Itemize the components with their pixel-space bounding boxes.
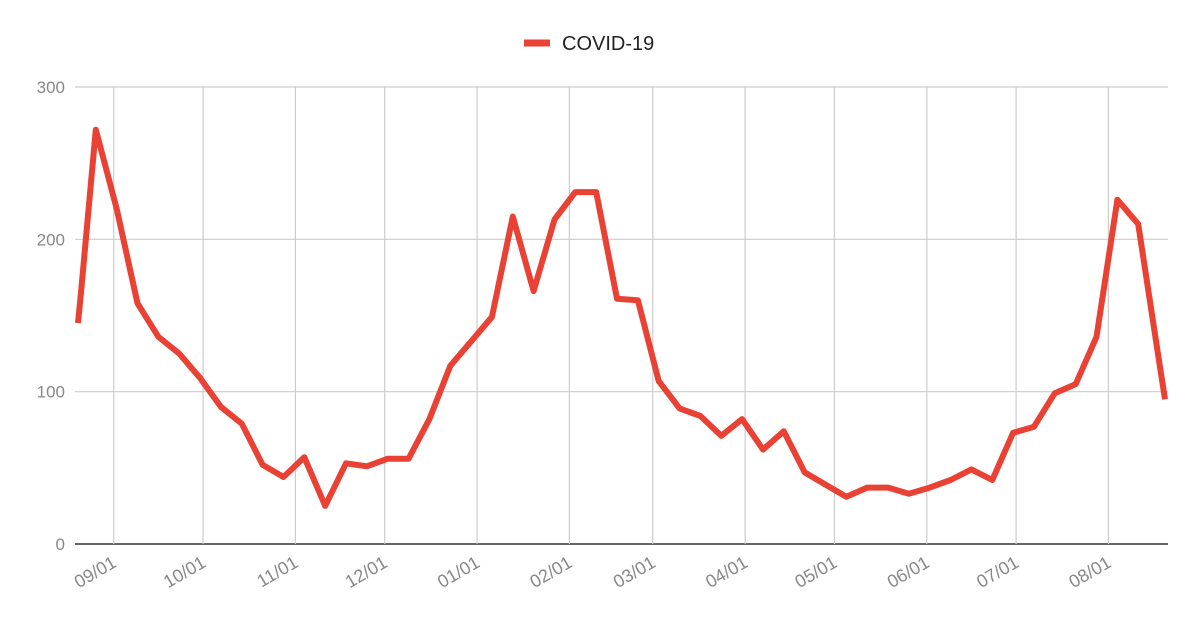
- x-tick-label-08-01: 08/01: [1065, 552, 1114, 592]
- x-tick-label-06-01: 06/01: [884, 552, 933, 592]
- y-tick-label-0: 0: [56, 535, 65, 554]
- legend: COVID-19: [524, 33, 654, 55]
- series-line-covid-19: [75, 126, 1168, 509]
- x-tick-label-12-01: 12/01: [342, 552, 391, 592]
- y-tick-label-100: 100: [37, 383, 65, 402]
- x-tick-label-01-01: 01/01: [434, 552, 483, 592]
- x-tick-label-07-01: 07/01: [973, 552, 1022, 592]
- x-axis-tick-labels: 09/01 10/01 11/01 12/01 01/01 02/01 03/01 04/01…: [71, 552, 1115, 592]
- y-gridlines: [75, 86, 1168, 545]
- x-tick-label-10-01: 10/01: [160, 552, 209, 592]
- series-covid-19: [75, 126, 1168, 509]
- x-tick-label-02-01: 02/01: [526, 552, 575, 592]
- y-tick-label-200: 200: [37, 230, 65, 249]
- legend-label-covid-19: COVID-19: [562, 33, 654, 55]
- y-axis-tick-labels: 0 100 200 300: [37, 78, 65, 554]
- x-tick-label-05-01: 05/01: [791, 552, 840, 592]
- x-gridlines: [113, 87, 1110, 544]
- y-tick-label-300: 300: [37, 78, 65, 97]
- x-tick-label-11-01: 11/01: [254, 552, 302, 591]
- x-tick-label-04-01: 04/01: [702, 552, 751, 592]
- x-tick-label-09-01: 09/01: [71, 552, 120, 592]
- x-tick-label-03-01: 03/01: [610, 552, 659, 592]
